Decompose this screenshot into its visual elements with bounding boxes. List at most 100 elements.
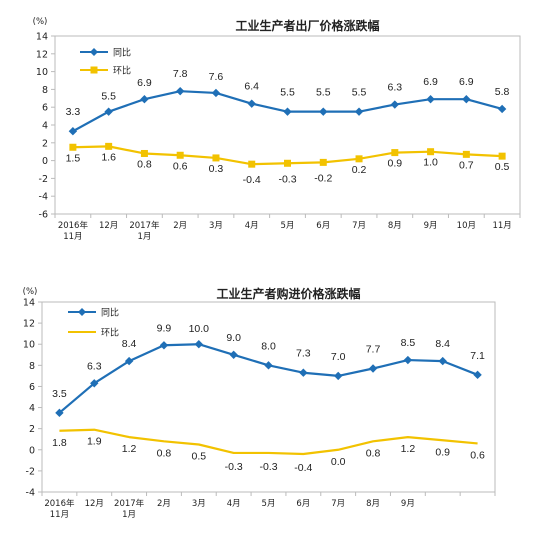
data-point-marker bbox=[248, 160, 256, 168]
data-point-marker bbox=[355, 155, 363, 163]
data-label: 1.0 bbox=[423, 157, 438, 169]
data-label: 0.8 bbox=[157, 447, 172, 459]
data-point-marker bbox=[368, 364, 378, 373]
data-point-marker bbox=[426, 94, 435, 104]
data-label: 9.9 bbox=[157, 322, 172, 334]
data-point-marker bbox=[473, 370, 482, 380]
data-point-marker bbox=[105, 142, 113, 150]
y-tick-label: 10 bbox=[23, 340, 35, 351]
x-tick-label: 10月 bbox=[457, 221, 476, 231]
y-tick-label: 6 bbox=[29, 382, 35, 393]
legend-entry: 环比 bbox=[113, 65, 131, 77]
data-point-marker bbox=[333, 371, 343, 381]
chart-title: 工业生产者出厂价格涨跌幅 bbox=[235, 18, 379, 33]
data-point-marker bbox=[497, 104, 507, 114]
data-label: -0.2 bbox=[314, 172, 332, 184]
data-point-marker bbox=[283, 107, 292, 116]
data-label: -0.4 bbox=[294, 462, 312, 474]
y-tick-label: 0 bbox=[42, 156, 48, 167]
data-label: 0.6 bbox=[470, 449, 485, 461]
x-tick-label: 8月 bbox=[388, 221, 402, 231]
y-tick-label: 4 bbox=[29, 403, 35, 414]
data-label: 5.5 bbox=[352, 87, 367, 99]
data-point-marker bbox=[55, 408, 64, 418]
x-tick-label: 11月 bbox=[492, 221, 511, 231]
legend-entry: 同比 bbox=[101, 307, 119, 319]
y-tick-label: 12 bbox=[36, 49, 48, 60]
data-label: 6.9 bbox=[423, 76, 438, 88]
data-label: 0.8 bbox=[137, 158, 152, 170]
data-label: 3.5 bbox=[52, 388, 67, 400]
x-tick-label: 4月 bbox=[245, 221, 259, 231]
data-label: 1.5 bbox=[66, 152, 81, 164]
data-point-marker bbox=[176, 151, 184, 159]
data-point-marker bbox=[462, 94, 471, 104]
data-point-marker bbox=[391, 149, 399, 157]
legend-entry: 环比 bbox=[101, 327, 119, 339]
legend-swatch-marker bbox=[78, 308, 86, 316]
data-label: 3.3 bbox=[66, 106, 81, 118]
data-point-marker bbox=[284, 159, 291, 167]
data-point-marker bbox=[175, 86, 185, 96]
data-label: 8.5 bbox=[401, 337, 416, 349]
data-label: 0.5 bbox=[192, 451, 207, 463]
x-tick-label: 9月 bbox=[424, 221, 438, 231]
data-label: 1.2 bbox=[122, 443, 137, 455]
data-point-marker bbox=[498, 152, 506, 160]
legend-swatch-marker bbox=[90, 48, 98, 56]
data-label: 0.2 bbox=[352, 164, 367, 176]
data-label: 5.5 bbox=[280, 87, 295, 99]
data-label: 8.4 bbox=[122, 338, 137, 350]
data-point-marker bbox=[403, 355, 413, 365]
chart-title: 工业生产者购进价格涨跌幅 bbox=[216, 286, 360, 301]
data-label: -0.3 bbox=[259, 461, 277, 473]
x-tick-label: 8月 bbox=[366, 499, 380, 509]
y-tick-label: -4 bbox=[26, 488, 35, 499]
data-label: 7.3 bbox=[296, 348, 311, 360]
x-tick-label: 2017年 1月 bbox=[114, 498, 145, 520]
data-point-marker bbox=[229, 350, 238, 359]
chart-output-price: 工业生产者出厂价格涨跌幅 (%) -6 -4 -2 0 2 4 6 8 10 12 14 2016年 11月… bbox=[33, 17, 521, 242]
data-label: 0.9 bbox=[435, 446, 450, 458]
series-line-yoy bbox=[58, 343, 478, 414]
x-tick-label: 6月 bbox=[296, 499, 310, 509]
data-label: 0.3 bbox=[209, 163, 224, 175]
x-tick-label: 9月 bbox=[401, 499, 415, 509]
data-label: 7.8 bbox=[173, 68, 188, 80]
data-label: 0.7 bbox=[459, 159, 474, 171]
y-tick-label: 10 bbox=[36, 67, 48, 78]
data-label: 1.2 bbox=[401, 443, 416, 455]
data-point-marker bbox=[212, 154, 220, 162]
x-tick-label: 12月 bbox=[99, 221, 118, 231]
data-label: 7.0 bbox=[331, 351, 346, 363]
data-point-marker bbox=[159, 341, 169, 350]
data-label: 1.8 bbox=[52, 437, 67, 449]
chart-purchase-price: 工业生产者购进价格涨跌幅 (%) -4 -2 0 2 4 6 8 10 12 14 2016年 11月 12… bbox=[23, 286, 496, 520]
data-point-marker bbox=[462, 150, 470, 158]
data-label: 6.4 bbox=[244, 81, 259, 93]
data-label: -0.4 bbox=[243, 174, 261, 186]
data-label: 6.9 bbox=[137, 77, 152, 89]
data-label: 5.8 bbox=[495, 86, 510, 98]
y-tick-label: 14 bbox=[36, 32, 48, 43]
data-point-marker bbox=[354, 107, 364, 116]
data-label: 5.5 bbox=[316, 87, 331, 99]
x-tick-label: 7月 bbox=[331, 499, 345, 509]
data-label: 6.3 bbox=[87, 360, 102, 372]
plot-frame bbox=[41, 301, 496, 493]
y-tick-label: -2 bbox=[26, 466, 35, 477]
data-label: 0.8 bbox=[366, 447, 381, 459]
data-label: 8.0 bbox=[261, 340, 276, 352]
x-tick-label: 6月 bbox=[316, 221, 330, 231]
legend-swatch-marker bbox=[90, 66, 98, 74]
y-tick-label: 4 bbox=[42, 121, 48, 132]
y-tick-label: 12 bbox=[23, 319, 35, 330]
data-point-marker bbox=[299, 368, 308, 377]
data-point-marker bbox=[68, 127, 78, 136]
data-point-marker bbox=[427, 148, 435, 156]
y-tick-label: 6 bbox=[42, 103, 48, 114]
series-line-mom bbox=[59, 428, 478, 456]
x-tick-label: 2016年 11月 bbox=[44, 498, 75, 520]
x-tick-label: 12月 bbox=[85, 499, 104, 509]
data-point-marker bbox=[247, 99, 256, 108]
